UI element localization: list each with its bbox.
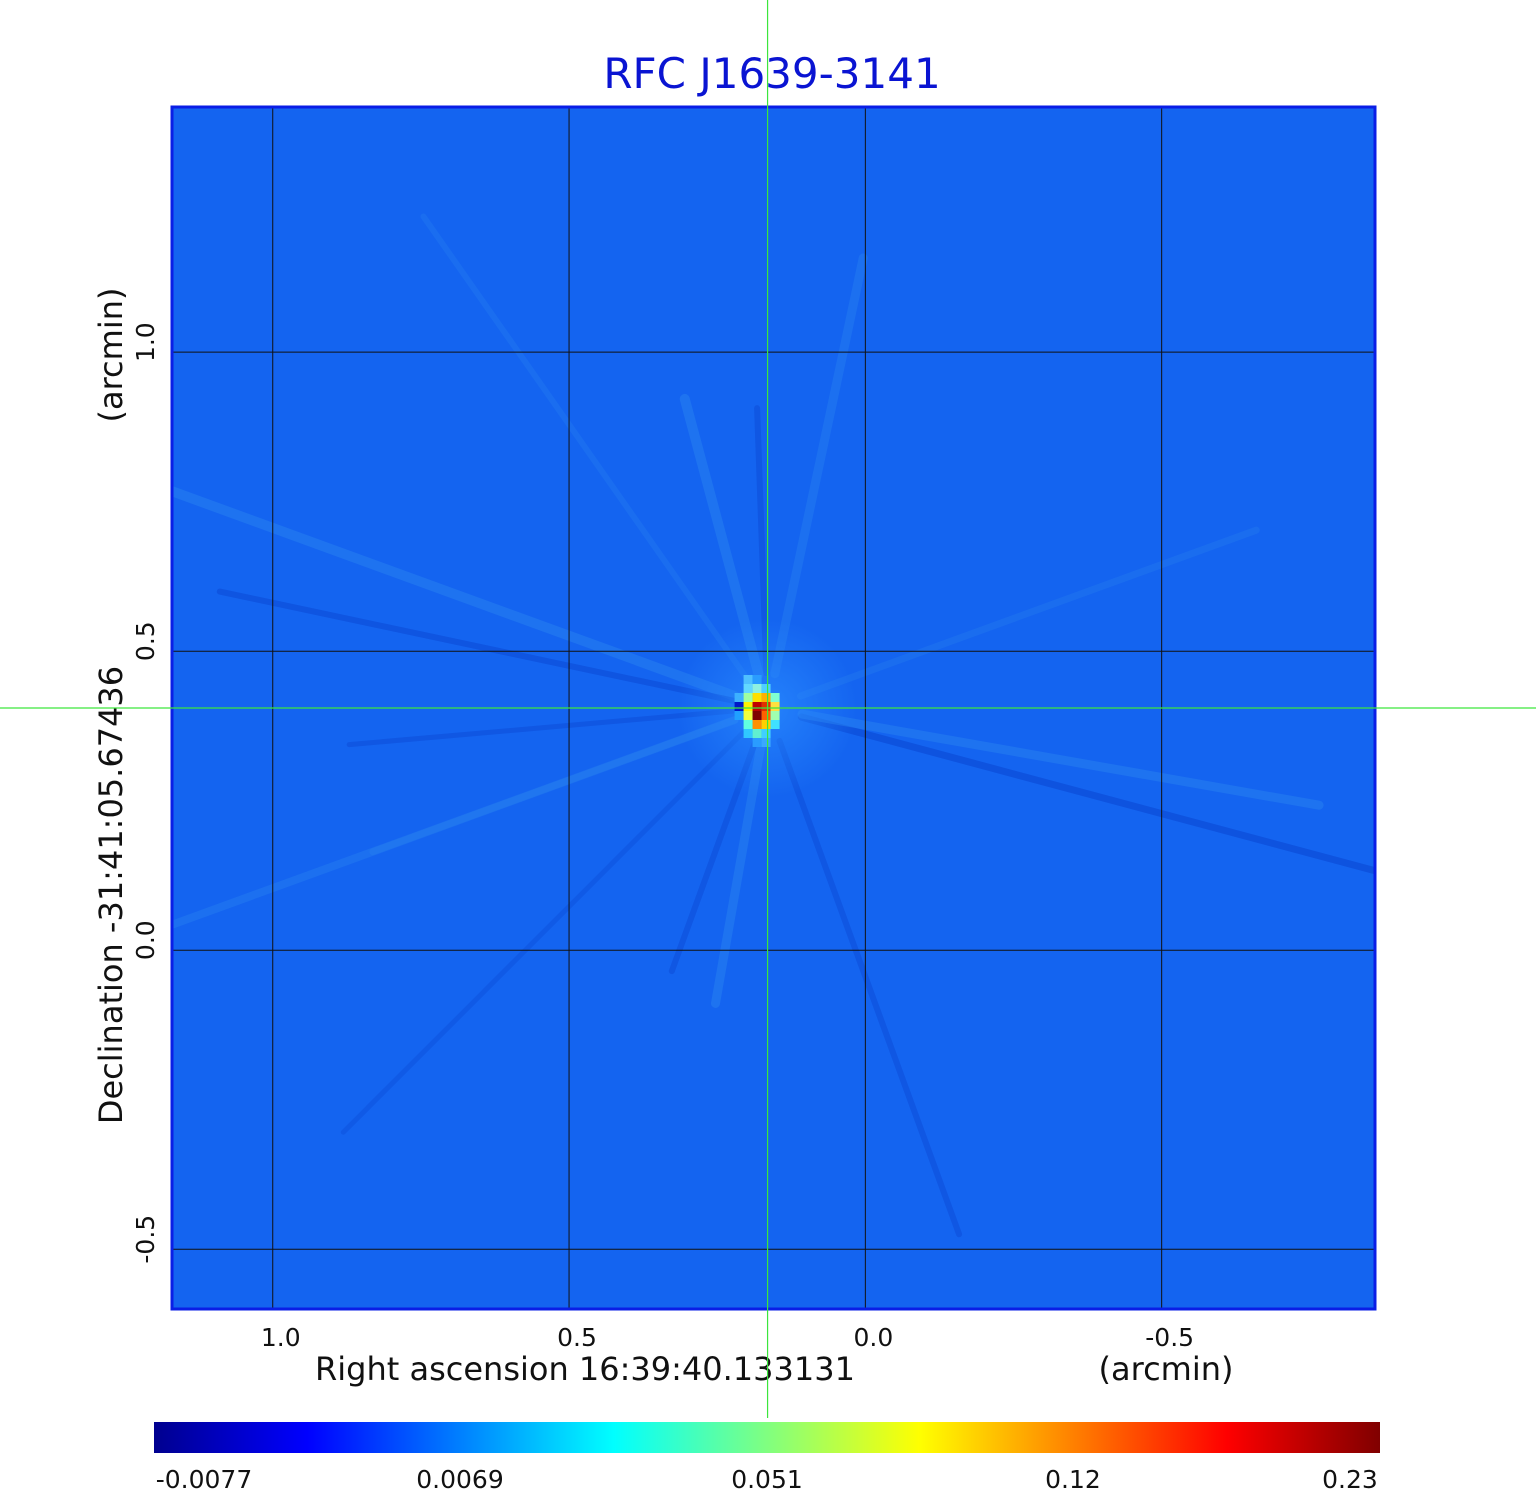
source-pixel — [761, 684, 771, 693]
source-pixel — [743, 720, 753, 729]
sidelobe-streak — [770, 253, 868, 679]
source-pixel — [761, 702, 771, 711]
source-pixel — [761, 711, 771, 720]
colorbar-tick-label: 0.0069 — [416, 1465, 503, 1494]
crosshair — [0, 0, 1536, 1418]
sidelobe-streak — [797, 713, 1375, 875]
x-tick-label: 0.0 — [853, 1323, 893, 1352]
source-pixel — [743, 702, 753, 711]
source-pixel — [743, 711, 753, 720]
source-pixel — [761, 738, 771, 747]
x-axis-unit: (arcmin) — [1099, 1350, 1234, 1388]
x-tick-label: 0.5 — [557, 1323, 597, 1352]
source-pixel — [770, 702, 780, 711]
source-pixel — [770, 711, 780, 720]
x-tick-label: -0.5 — [1145, 1323, 1194, 1352]
sidelobe-streak — [172, 485, 740, 702]
colorbar-tick-labels: -0.0077 0.0069 0.051 0.12 0.23 — [156, 1465, 1378, 1494]
source-pixel — [752, 738, 762, 747]
colorbar — [154, 1422, 1380, 1453]
sidelobe-streak — [172, 715, 739, 930]
source-pixel — [734, 702, 744, 711]
x-axis-label: Right ascension 16:39:40.133131 — [315, 1350, 855, 1388]
source-pixel — [743, 729, 753, 738]
source-pixel — [743, 693, 753, 702]
y-tick-label: -0.5 — [131, 1215, 160, 1264]
colorbar-tick-label: 0.051 — [731, 1465, 803, 1494]
sidelobe-streak — [776, 737, 963, 1238]
source-pixel — [734, 711, 744, 720]
x-tick-label: 1.0 — [261, 1323, 301, 1352]
source-pixel — [752, 702, 762, 711]
source-pixel — [734, 693, 744, 702]
y-tick-label: 0.5 — [131, 621, 160, 661]
y-axis-label: Declination -31:41:05.67436 — [92, 666, 130, 1124]
source-pixel — [770, 720, 780, 729]
sidelobe-streaks — [172, 213, 1375, 1238]
source-pixel — [752, 684, 762, 693]
source-pixel — [761, 720, 771, 729]
y-axis-unit: (arcmin) — [92, 288, 130, 423]
x-tick-labels: 1.0 0.5 0.0 -0.5 — [261, 1323, 1194, 1352]
source-pixel — [752, 711, 762, 720]
sidelobe-streak — [346, 708, 736, 748]
source-pixel — [743, 675, 753, 684]
source-pixel — [770, 693, 780, 702]
source-pixel — [752, 693, 762, 702]
sidelobe-streak — [340, 730, 746, 1135]
y-tick-label: 1.0 — [131, 322, 160, 362]
sidelobe-streak — [420, 213, 751, 683]
source-pixel — [743, 684, 753, 693]
colorbar-tick-label: 0.12 — [1045, 1465, 1101, 1494]
chart-title: RFC J1639-3141 — [603, 49, 940, 98]
colorbar-tick-label: 0.23 — [1322, 1465, 1378, 1494]
source-pixel — [752, 675, 762, 684]
sidelobe-streak — [216, 588, 737, 704]
y-tick-label: 0.0 — [131, 920, 160, 960]
source-pixel — [761, 729, 771, 738]
source-peak — [734, 675, 780, 747]
source-pixel — [752, 729, 762, 738]
sidelobe-streak — [369, 716, 739, 856]
source-pixel — [752, 720, 762, 729]
source-pixel — [761, 693, 771, 702]
sidelobe-streak — [797, 709, 1324, 810]
y-tick-labels: 1.0 0.5 0.0 -0.5 — [131, 322, 160, 1263]
sidelobe-streak — [796, 526, 1260, 700]
colorbar-tick-label: -0.0077 — [156, 1465, 253, 1494]
